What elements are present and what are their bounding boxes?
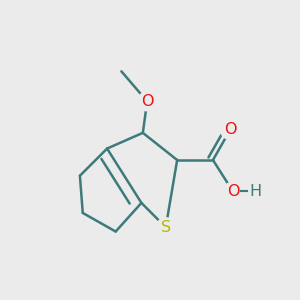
Text: H: H bbox=[250, 184, 262, 199]
Circle shape bbox=[224, 182, 242, 201]
Text: O: O bbox=[227, 184, 239, 199]
Text: O: O bbox=[224, 122, 236, 137]
Circle shape bbox=[156, 218, 175, 237]
Circle shape bbox=[138, 92, 157, 111]
Text: S: S bbox=[161, 220, 171, 235]
Text: O: O bbox=[141, 94, 153, 109]
Circle shape bbox=[221, 121, 240, 140]
